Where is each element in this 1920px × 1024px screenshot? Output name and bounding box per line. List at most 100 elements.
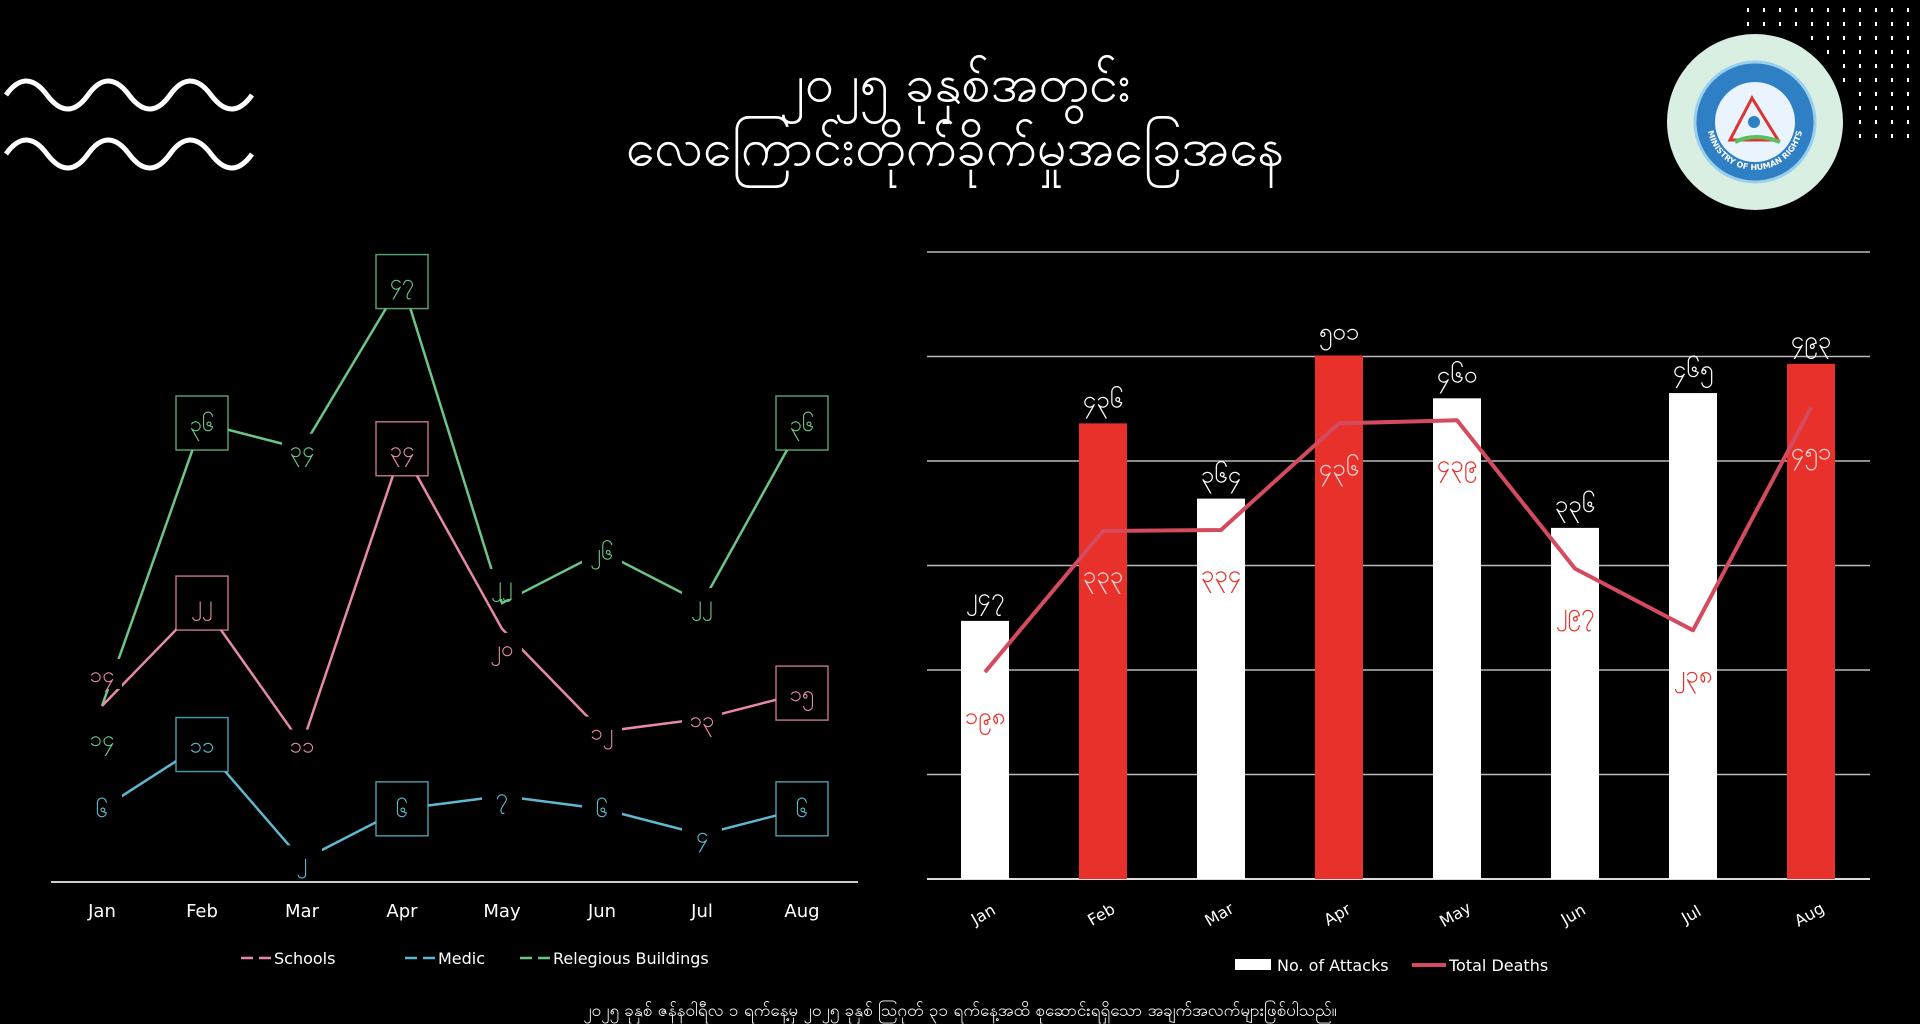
dot <box>1891 134 1893 138</box>
dot <box>1907 120 1909 124</box>
dot-grid-decoration <box>1747 8 1909 138</box>
dot <box>1811 8 1813 12</box>
attack-label: ၄၃၆ <box>1083 384 1124 418</box>
data-label: ၃၄ <box>390 438 415 467</box>
data-label: ၁၁ <box>190 734 215 759</box>
dot <box>1891 106 1893 110</box>
legend-label: Medic <box>438 949 485 968</box>
title-line-1: ၂၀၂၅ ခုနှစ်အတွင်း <box>779 54 1131 114</box>
dot <box>1891 92 1893 96</box>
data-label: ၁၅ <box>790 682 815 711</box>
dot <box>1859 92 1861 96</box>
data-label: ၂၂ <box>691 592 713 621</box>
label-box <box>175 395 229 451</box>
dot <box>1875 22 1877 26</box>
data-label: ၁၄ <box>90 663 115 692</box>
x-tick-label: Mar <box>285 901 320 922</box>
data-label: ၂၂ <box>191 592 213 621</box>
dot <box>1891 8 1893 12</box>
attack-label: ၃၆၄ <box>1201 460 1242 494</box>
dot <box>1763 8 1765 12</box>
dot <box>1827 36 1829 40</box>
dot <box>1859 78 1861 82</box>
data-label: ၆ <box>796 797 808 823</box>
attack-label: ၄၆၀ <box>1437 359 1478 393</box>
wave-decoration-bottom <box>3 137 255 171</box>
label-box <box>775 781 829 837</box>
label-bg <box>682 703 722 734</box>
dot <box>1811 36 1813 40</box>
label-bg <box>482 780 522 811</box>
data-label: ၃၄ <box>290 438 315 467</box>
series-medic: ၆ ၁၁၂ ၆ ၇ ၆၄ ၆ <box>82 716 829 878</box>
bar-attacks <box>961 620 1009 879</box>
dot <box>1891 64 1893 68</box>
label-bg <box>282 729 322 760</box>
x-tick-label: Jul <box>690 901 713 922</box>
dot <box>1907 50 1909 54</box>
data-label: ၂၆ <box>590 540 613 570</box>
data-label: ၆ <box>596 797 608 823</box>
label-bg <box>482 568 522 599</box>
data-label: ၃၆ <box>190 411 215 441</box>
attack-label: ၄၉၃ <box>1791 326 1832 359</box>
data-label: ၄ <box>696 824 708 853</box>
deaths-label: ၄၅၁ <box>1791 438 1832 471</box>
attack-label: ၃၃၆ <box>1555 489 1596 523</box>
dot <box>1843 36 1845 40</box>
dot <box>1875 8 1877 12</box>
legend-label: No. of Attacks <box>1277 956 1389 975</box>
bar-attacks <box>1433 398 1481 879</box>
data-label: ၆ <box>396 797 408 823</box>
dot <box>1843 50 1845 54</box>
label-box <box>775 665 829 721</box>
x-tick-label: Mar <box>1201 898 1237 930</box>
footnote: ၂၀၂၅ ခုနှစ် ဇန်နဝါရီလ ၁ ရက်နေ့မှ ၂၀၂၅ ခု… <box>583 1001 1337 1021</box>
dot <box>1747 8 1749 12</box>
data-label: ၁၁ <box>290 734 315 759</box>
dot <box>1763 22 1765 26</box>
dot <box>1859 106 1861 110</box>
bar-attacks <box>1551 527 1599 879</box>
dot <box>1795 22 1797 26</box>
legend-label: Total Deaths <box>1448 956 1548 975</box>
dot <box>1779 8 1781 12</box>
label-box <box>375 253 429 310</box>
bar-attacks <box>1079 423 1127 879</box>
dot <box>1907 78 1909 82</box>
bar-attacks <box>1197 498 1245 879</box>
deaths-label: ၁၉၈ <box>965 702 1006 735</box>
legend: Schools Medic Relegious Buildings <box>241 949 709 968</box>
data-label: ၆ <box>96 797 108 823</box>
bar-attacks <box>1669 393 1717 879</box>
dot <box>1875 50 1877 54</box>
label-bg <box>582 793 622 824</box>
label-bg <box>82 722 122 753</box>
x-tick-label: Jun <box>1557 900 1589 929</box>
label-bg <box>582 536 622 567</box>
data-label: ၇ <box>496 785 508 814</box>
dot <box>1875 106 1877 110</box>
deaths-label: ၃၃၄ <box>1201 560 1242 593</box>
x-tick-label: Feb <box>186 901 218 922</box>
dot <box>1891 50 1893 54</box>
x-tick-label: Jan <box>87 901 116 922</box>
x-tick-label: Aug <box>1791 898 1828 930</box>
dot <box>1859 120 1861 124</box>
label-box <box>175 575 229 631</box>
dot <box>1891 22 1893 26</box>
dot <box>1859 134 1861 138</box>
label-box <box>175 716 229 773</box>
dot <box>1875 120 1877 124</box>
dot <box>1843 8 1845 12</box>
data-label: ၁၃ <box>690 708 715 737</box>
dot <box>1907 106 1909 110</box>
dot <box>1875 92 1877 96</box>
x-tick-label: Apr <box>1321 899 1355 930</box>
dot <box>1907 22 1909 26</box>
dot <box>1891 78 1893 82</box>
legend-swatch-attacks <box>1235 959 1271 970</box>
